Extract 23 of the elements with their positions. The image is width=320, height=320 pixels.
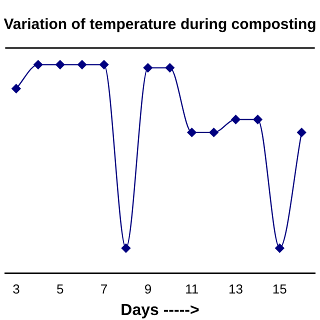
point (209, 128, 218, 138)
point (12, 84, 21, 94)
point (275, 244, 284, 253)
point (253, 114, 262, 124)
point (143, 63, 153, 72)
x-axis-title: Days -----> (120, 302, 200, 319)
x-tick-label: 15 (272, 282, 287, 297)
point (99, 60, 109, 70)
x-tick-label: 13 (228, 282, 243, 297)
point (297, 128, 306, 138)
x-tick-label: 11 (185, 282, 199, 297)
x-tick-label: 9 (144, 282, 152, 297)
point (165, 63, 174, 72)
chart-title: Variation of temperature during composting (4, 16, 316, 34)
point (231, 114, 240, 124)
x-tick-label: 5 (56, 282, 64, 297)
point (187, 128, 196, 138)
x-tick-label: 7 (100, 282, 108, 297)
point (34, 60, 43, 70)
point (55, 60, 65, 70)
x-tick-label: 3 (12, 282, 20, 297)
point (77, 60, 87, 70)
point (121, 244, 131, 253)
